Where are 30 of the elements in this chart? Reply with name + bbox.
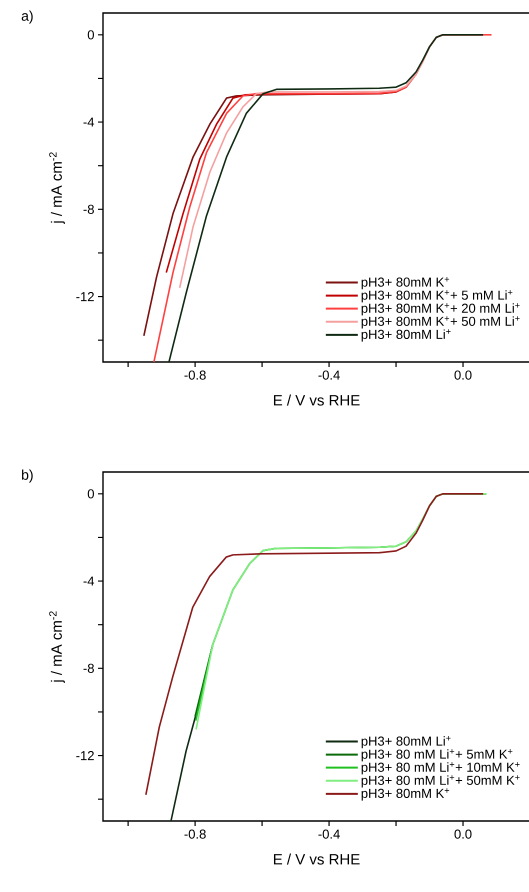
x-tick-label: -0.4 — [318, 370, 340, 380]
x-tick-label: -0.4 — [318, 830, 340, 839]
y-axis-title: j / mA cm$^{-2}$ — [49, 611, 65, 684]
x-axis-title: E / V vs RHE — [274, 394, 360, 406]
legend-label: pH3+ 80mM K$^{+}$+ 50 mM Li$^{+}$ — [362, 316, 520, 328]
y-tick-label: -12 — [76, 292, 94, 302]
x-tick-label: 0.0 — [454, 370, 472, 380]
x-tick-label: -0.8 — [184, 370, 206, 380]
legend-label: pH3+ 80mM K$^{+}$ — [362, 276, 450, 290]
x-axis-title: E / V vs RHE — [274, 854, 360, 865]
legend-label: pH3+ 80mM K$^{+}$+ 20 mM Li$^{+}$ — [362, 303, 520, 316]
legend-label: pH3+ 80 mM Li$^{+}$+ 50mM K$^{+}$ — [362, 775, 520, 788]
x-tick-label: -0.8 — [184, 830, 206, 839]
legend-label: pH3+ 80mM K$^{+}$+ 5 mM Li$^{+}$ — [362, 290, 512, 302]
legend-label: pH3+ 80mM Li$^{+}$ — [362, 736, 451, 748]
y-axis-title: j / mA cm$^{-2}$ — [49, 152, 65, 224]
y-tick-label: 0 — [88, 489, 94, 498]
y-tick-label: -4 — [84, 118, 94, 127]
chart-title: b) — [22, 470, 33, 483]
legend-label: pH3+ 80mM K$^{+}$ — [362, 788, 450, 801]
y-tick-label: -8 — [84, 664, 94, 673]
y-tick-label: -4 — [84, 576, 94, 586]
legend-label: pH3+ 80 mM Li$^{+}$+ 10mM K$^{+}$ — [362, 762, 520, 774]
legend-label: pH3+ 80mM Li$^{+}$ — [362, 329, 451, 342]
legend-label: pH3+ 80 mM Li$^{+}$+ 5mM K$^{+}$ — [362, 749, 512, 762]
x-tick-label: 0.0 — [454, 830, 472, 839]
y-tick-label: -8 — [84, 204, 94, 214]
y-tick-label: -12 — [76, 751, 94, 760]
chart-title: a) — [22, 10, 33, 24]
y-tick-label: 0 — [88, 30, 94, 40]
